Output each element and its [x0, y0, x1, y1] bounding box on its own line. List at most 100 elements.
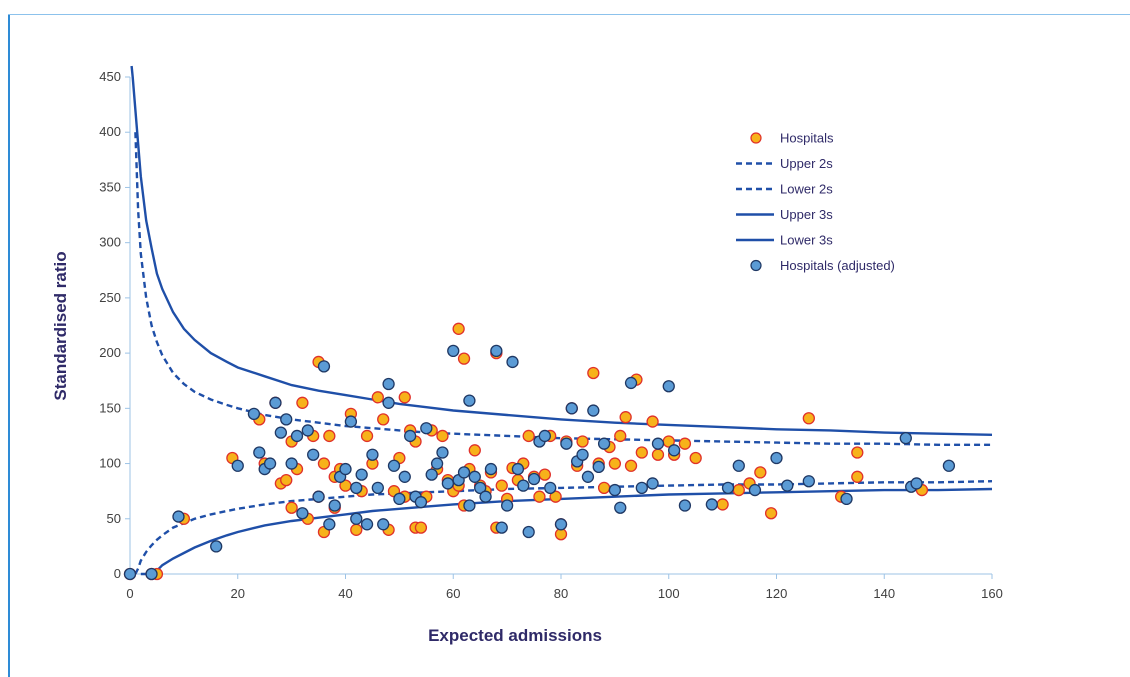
hospital-point	[646, 415, 659, 428]
adjusted-hospital-point	[344, 415, 358, 428]
hospital-point	[360, 429, 374, 443]
adjusted-hospital-point	[910, 477, 923, 490]
adjusted-hospital-point	[317, 360, 331, 373]
adjusted-hospital-point	[495, 521, 508, 534]
adjusted-hospital-point	[312, 490, 325, 503]
adjusted-hospital-point	[581, 470, 595, 483]
adjusted-hospital-point	[506, 355, 519, 369]
adjusted-hospital-point	[393, 492, 406, 506]
hospital-point	[377, 413, 390, 426]
adjusted-hospital-point	[899, 432, 912, 445]
adjusted-hospital-point	[398, 470, 411, 483]
legend-lower-2s-label: Lower 2s	[780, 182, 833, 197]
upper-2s-line	[134, 132, 992, 446]
adjusted-hospital-point	[350, 512, 363, 525]
hospital-point	[764, 507, 778, 520]
adjusted-hospital-point	[355, 468, 368, 481]
x-tick-label: 120	[766, 586, 788, 601]
adjusted-hospital-point	[511, 462, 525, 476]
hospital-point	[350, 523, 363, 536]
adjusted-hospital-point	[522, 525, 535, 539]
adjusted-hospital-point	[414, 496, 428, 509]
legend-lower-3s-label: Lower 3s	[780, 233, 833, 248]
x-tick-label: 80	[554, 586, 568, 601]
adjusted-hospital-point	[231, 459, 244, 472]
hospital-point	[635, 446, 648, 459]
y-tick-label: 450	[99, 69, 121, 84]
adjusted-hospital-point	[274, 426, 288, 439]
adjusted-hospital-point	[123, 567, 137, 581]
y-tick-label: 150	[99, 400, 121, 415]
adjusted-hospital-point	[377, 518, 390, 531]
adjusted-hospital-point	[614, 501, 627, 514]
legend: Hospitals Upper 2s Lower 2s Upper 3s Lower 3…	[736, 131, 895, 273]
hospital-point	[549, 490, 562, 503]
adjusted-hospital-point	[651, 437, 665, 450]
legend-hospitals-adjusted-marker	[750, 259, 762, 272]
x-tick-label: 60	[446, 586, 460, 601]
y-tick-label: 100	[99, 456, 121, 471]
adjusted-hospital-point	[382, 396, 395, 409]
y-tick-label: 350	[99, 179, 121, 194]
adjusted-hospital-point	[490, 344, 503, 358]
adjusted-hospital-point	[425, 468, 438, 481]
hospital-point	[802, 412, 815, 425]
hospital-point	[851, 470, 864, 483]
hospital-point	[576, 435, 589, 448]
adjusted-hospital-point	[942, 459, 956, 472]
adjusted-hospital-point	[285, 457, 298, 470]
hospital-point	[614, 429, 627, 443]
adjusted-hospital-point	[463, 394, 476, 407]
hospital-point	[285, 501, 298, 514]
hospital-point	[619, 411, 632, 424]
upper-3s-line	[130, 65, 993, 436]
adjusted-hospital-point	[307, 448, 320, 461]
hospital-point	[754, 466, 767, 479]
adjusted-hospital-point	[721, 481, 735, 495]
adjusted-hospital-point	[500, 499, 514, 512]
adjusted-hospital-point	[382, 377, 395, 391]
adjusted-hospital-point	[269, 396, 282, 409]
hospital-point	[597, 481, 611, 495]
axes: 0 50 100 150 200 250 300 350 400 450 0 20 40 60 80 100 1…	[99, 69, 1003, 601]
hospital-point	[414, 521, 428, 534]
adjusted-hospital-point	[667, 444, 681, 457]
adjusted-hospital-point	[554, 518, 568, 531]
hospital-point	[323, 429, 336, 443]
adjusted-hospital-point	[280, 413, 293, 426]
hospital-point	[651, 448, 665, 461]
y-tick-label: 250	[99, 290, 121, 305]
legend-hospitals-marker	[750, 132, 762, 144]
y-tick-label: 50	[107, 511, 121, 526]
adjusted-hospital-point	[463, 499, 476, 512]
legend-hospitals-adjusted-label: Hospitals (adjusted)	[780, 258, 895, 273]
frame-left-border	[8, 14, 10, 677]
hospital-point	[495, 479, 508, 492]
adjusted-hospital-point	[366, 448, 379, 461]
legend-upper-2s-label: Upper 2s	[780, 156, 833, 171]
adjusted-hospital-point	[387, 459, 401, 472]
adjusted-hospital-point	[253, 446, 266, 459]
x-tick-label: 0	[126, 586, 133, 601]
hospital-point	[280, 473, 293, 487]
adjusted-hospital-point	[296, 507, 309, 520]
adjusted-hospital-point	[840, 492, 853, 506]
legend-hospitals-label: Hospitals	[780, 131, 834, 146]
adjusted-hospital-point	[608, 483, 622, 497]
adjusted-hospital-point	[646, 477, 659, 490]
data-points	[123, 322, 956, 581]
x-tick-label: 140	[873, 586, 895, 601]
hospital-point	[452, 322, 465, 335]
y-tick-label: 0	[114, 566, 121, 581]
hospital-point	[317, 457, 331, 470]
adjusted-hospital-point	[802, 475, 815, 488]
adjusted-hospital-point	[210, 540, 223, 553]
hospital-point	[608, 457, 622, 470]
hospital-point	[689, 451, 702, 465]
adjusted-hospital-point	[517, 479, 530, 492]
x-tick-label: 100	[658, 586, 680, 601]
adjusted-hospital-point	[560, 437, 573, 450]
hospital-point	[522, 429, 535, 443]
adjusted-hospital-point	[474, 481, 487, 495]
